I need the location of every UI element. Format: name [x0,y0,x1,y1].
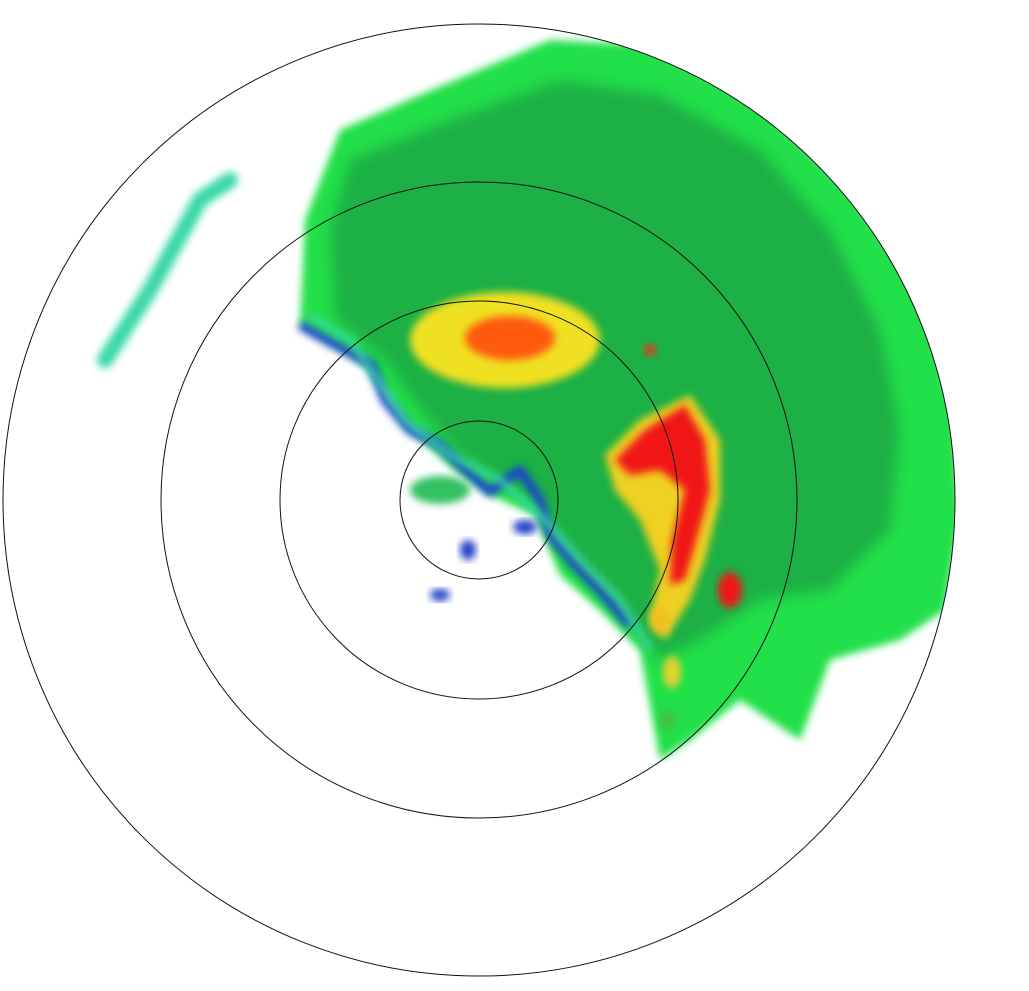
range-ring [2,23,956,977]
echo-heavy [644,344,656,356]
range-ring [160,181,798,819]
echo-fringe [306,312,653,652]
echo-small [460,540,476,560]
echo-small [410,476,470,504]
echo-layer [97,40,955,760]
echo-intense [615,405,710,585]
echo-moderate [330,80,900,660]
range-ring [279,300,679,700]
echo-band [97,172,238,368]
echo-intense [465,316,555,360]
echo-heavy [663,656,681,688]
range-ring [399,420,559,580]
echo-heavy [660,710,676,730]
echo-heavy [650,606,670,634]
echo-small [430,589,450,601]
echo-intense [718,572,742,608]
echo-small [513,520,537,534]
range-rings [2,23,956,977]
